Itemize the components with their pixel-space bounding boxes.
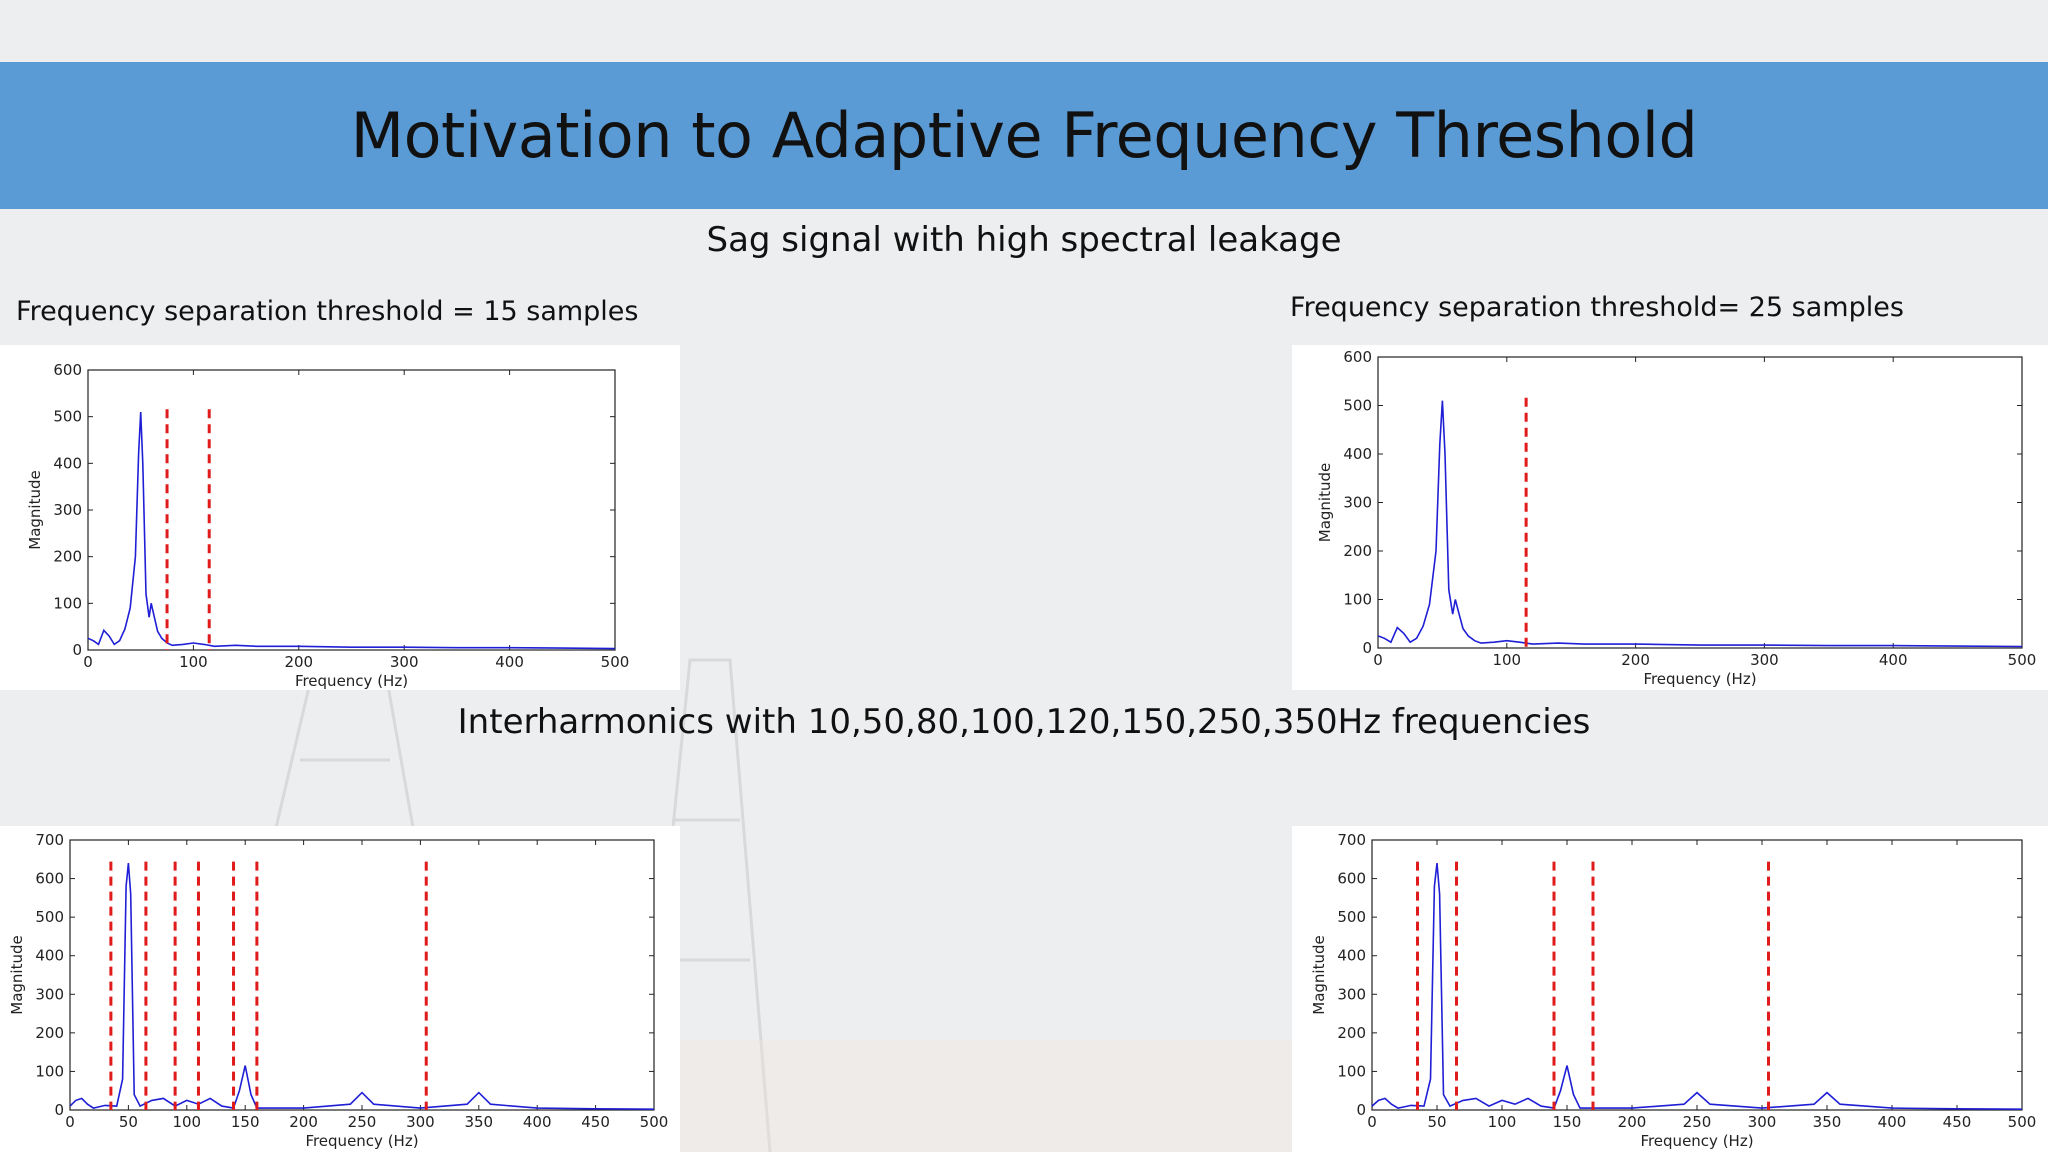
x-axis-label: Frequency (Hz) xyxy=(1643,670,1756,688)
spectrum-line xyxy=(69,863,655,1110)
x-tick-label: 200 xyxy=(284,653,313,671)
y-tick-label: 600 xyxy=(1337,870,1366,888)
plot-area xyxy=(69,839,655,1111)
section-heading-sag: Sag signal with high spectral leakage xyxy=(706,220,1342,260)
x-axis-label: Frequency (Hz) xyxy=(305,1132,418,1150)
y-tick-label: 500 xyxy=(53,408,82,426)
x-tick-label: 500 xyxy=(2008,1113,2037,1131)
x-tick-label: 400 xyxy=(1878,1113,1907,1131)
x-tick-label: 150 xyxy=(1553,1113,1582,1131)
x-tick-label: 400 xyxy=(1879,651,1908,669)
y-tick-label: 400 xyxy=(53,454,82,472)
y-tick-label: 0 xyxy=(1362,639,1372,657)
chart-panel-interharmonics-15: 0 50 100 150 200 250 300 350 400 450 500 0 100 200 300… xyxy=(0,826,680,1152)
x-tick-label: 100 xyxy=(1488,1113,1517,1131)
y-tick-label: 100 xyxy=(35,1062,64,1080)
y-tick-label: 0 xyxy=(72,641,82,659)
y-tick-label: 0 xyxy=(54,1101,64,1119)
y-tick-label: 600 xyxy=(1343,348,1372,366)
y-tick-label: 200 xyxy=(53,548,82,566)
y-tick-label: 300 xyxy=(35,985,64,1003)
spectrum-line xyxy=(1371,863,2023,1110)
y-axis-label: Magnitude xyxy=(26,470,44,549)
section-heading-interharmonics: Interharmonics with 10,50,80,100,120,150… xyxy=(457,702,1591,742)
x-tick-label: 350 xyxy=(1813,1113,1842,1131)
x-tick-label: 100 xyxy=(1492,651,1521,669)
x-axis-label: Frequency (Hz) xyxy=(1640,1132,1753,1150)
x-tick-label: 450 xyxy=(1943,1113,1972,1131)
x-tick-label: 100 xyxy=(179,653,208,671)
x-tick-label: 500 xyxy=(640,1113,669,1131)
x-tick-label: 50 xyxy=(119,1113,138,1131)
chart-panel-sag-15: 0 100 200 300 400 500 0 100 200 300 400 500 600 Frequ… xyxy=(0,345,680,690)
x-tick-label: 0 xyxy=(65,1113,75,1131)
x-tick-label: 100 xyxy=(172,1113,201,1131)
spectrum-chart-sag-25: 0 100 200 300 400 500 0 100 200 300 400 500 600 Frequ… xyxy=(1316,348,2037,688)
slide-title: Motivation to Adaptive Frequency Thresho… xyxy=(350,99,1698,172)
y-tick-label: 100 xyxy=(1343,591,1372,609)
chart-panel-interharmonics-25: 0 50 100 150 200 250 300 350 400 450 500 0 100 200 300… xyxy=(1292,826,2048,1152)
y-tick-label: 400 xyxy=(35,947,64,965)
threshold-label-left: Frequency separation threshold = 15 samp… xyxy=(16,296,639,327)
plot-area xyxy=(1377,356,2023,649)
x-tick-label: 400 xyxy=(495,653,524,671)
y-tick-label: 100 xyxy=(53,594,82,612)
x-tick-label: 300 xyxy=(390,653,419,671)
x-tick-label: 350 xyxy=(464,1113,493,1131)
x-tick-label: 300 xyxy=(1748,1113,1777,1131)
x-tick-label: 400 xyxy=(523,1113,552,1131)
y-tick-label: 700 xyxy=(35,831,64,849)
title-banner: Motivation to Adaptive Frequency Thresho… xyxy=(0,62,2048,209)
y-tick-label: 200 xyxy=(1337,1024,1366,1042)
y-axis-label: Magnitude xyxy=(1310,935,1328,1014)
y-tick-label: 500 xyxy=(1337,908,1366,926)
spectrum-line xyxy=(1377,400,2023,648)
y-tick-label: 400 xyxy=(1343,445,1372,463)
x-tick-label: 500 xyxy=(601,653,630,671)
y-tick-label: 700 xyxy=(1337,831,1366,849)
x-tick-label: 50 xyxy=(1427,1113,1446,1131)
y-tick-label: 600 xyxy=(35,870,64,888)
y-tick-label: 200 xyxy=(1343,542,1372,560)
x-tick-label: 200 xyxy=(1618,1113,1647,1131)
y-tick-label: 400 xyxy=(1337,947,1366,965)
threshold-label-right: Frequency separation threshold= 25 sampl… xyxy=(1290,292,1904,323)
x-tick-label: 450 xyxy=(581,1113,610,1131)
y-tick-label: 300 xyxy=(53,501,82,519)
spectrum-line xyxy=(87,411,616,650)
y-tick-label: 300 xyxy=(1343,494,1372,512)
plot-area xyxy=(87,369,616,651)
spectrum-chart-sag-15: 0 100 200 300 400 500 0 100 200 300 400 500 600 Frequ… xyxy=(26,361,630,690)
x-tick-label: 500 xyxy=(2008,651,2037,669)
x-tick-label: 0 xyxy=(83,653,93,671)
x-tick-label: 150 xyxy=(231,1113,260,1131)
y-tick-label: 200 xyxy=(35,1024,64,1042)
y-tick-label: 0 xyxy=(1356,1101,1366,1119)
y-axis-label: Magnitude xyxy=(8,935,26,1014)
x-tick-label: 250 xyxy=(348,1113,377,1131)
x-tick-label: 250 xyxy=(1683,1113,1712,1131)
plot-area xyxy=(1371,839,2023,1111)
x-tick-label: 0 xyxy=(1367,1113,1377,1131)
chart-panel-sag-25: 0 100 200 300 400 500 0 100 200 300 400 500 600 Frequ… xyxy=(1292,345,2048,690)
y-tick-label: 300 xyxy=(1337,985,1366,1003)
x-tick-label: 200 xyxy=(289,1113,318,1131)
x-tick-label: 0 xyxy=(1373,651,1383,669)
spectrum-chart-interharmonics-25: 0 50 100 150 200 250 300 350 400 450 500 0 100 200 300… xyxy=(1310,831,2037,1150)
y-tick-label: 600 xyxy=(53,361,82,379)
spectrum-chart-interharmonics-15: 0 50 100 150 200 250 300 350 400 450 500 0 100 200 300… xyxy=(8,831,669,1150)
x-tick-label: 200 xyxy=(1621,651,1650,669)
x-tick-label: 300 xyxy=(1750,651,1779,669)
y-tick-label: 500 xyxy=(35,908,64,926)
y-tick-label: 500 xyxy=(1343,397,1372,415)
y-tick-label: 100 xyxy=(1337,1062,1366,1080)
y-axis-label: Magnitude xyxy=(1316,463,1334,542)
x-axis-label: Frequency (Hz) xyxy=(295,672,408,690)
x-tick-label: 300 xyxy=(406,1113,435,1131)
